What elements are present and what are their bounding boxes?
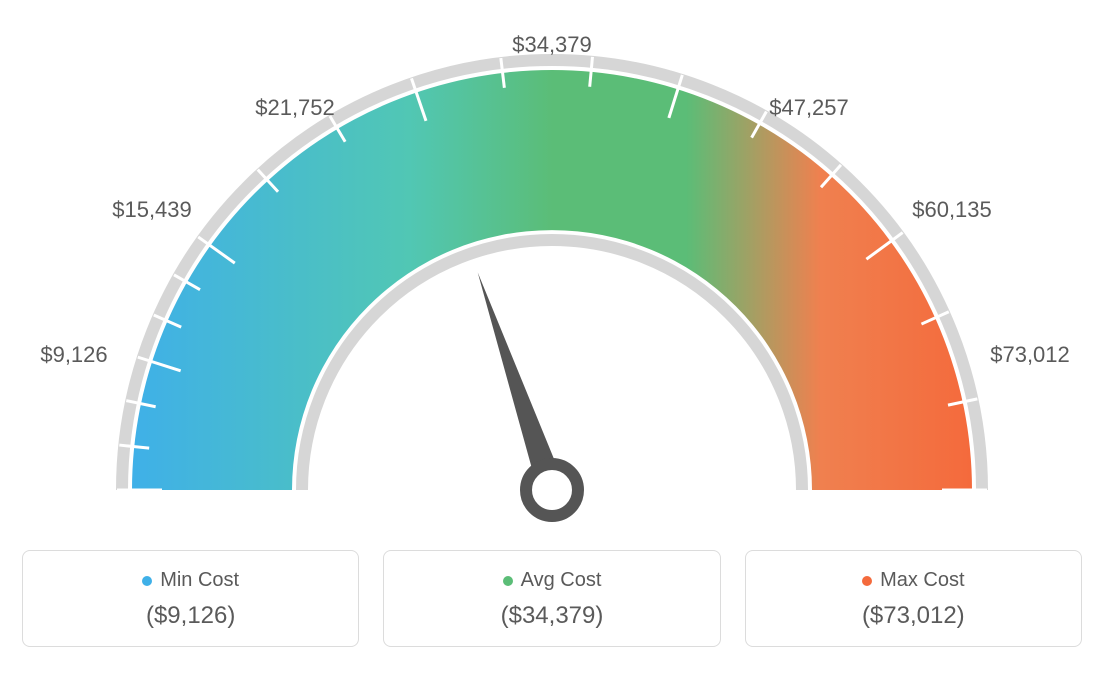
avg-dot-icon (503, 576, 513, 586)
gauge-tick-label: $47,257 (769, 95, 849, 121)
max-cost-label: Max Cost (880, 569, 964, 592)
min-dot-icon (142, 576, 152, 586)
min-cost-label: Min Cost (160, 569, 239, 592)
min-cost-value: ($9,126) (33, 602, 348, 630)
max-cost-title: Max Cost (862, 569, 964, 592)
avg-cost-card: Avg Cost ($34,379) (383, 550, 720, 647)
gauge-svg (22, 20, 1082, 540)
max-cost-card: Max Cost ($73,012) (745, 550, 1082, 647)
max-cost-value: ($73,012) (756, 602, 1071, 630)
avg-cost-title: Avg Cost (503, 569, 602, 592)
summary-cards: Min Cost ($9,126) Avg Cost ($34,379) Max… (22, 550, 1082, 647)
gauge-tick-label: $21,752 (255, 95, 335, 121)
avg-cost-value: ($34,379) (394, 602, 709, 630)
min-cost-title: Min Cost (142, 569, 239, 592)
gauge-tick-label: $73,012 (990, 342, 1070, 368)
max-dot-icon (862, 576, 872, 586)
gauge-tick-label: $15,439 (112, 197, 192, 223)
min-cost-card: Min Cost ($9,126) (22, 550, 359, 647)
gauge-tick-label: $9,126 (40, 342, 107, 368)
gauge-chart: $9,126 $15,439 $21,752 $34,379 $47,257 $60,13… (22, 20, 1082, 540)
gauge-tick-label: $60,135 (912, 197, 992, 223)
avg-cost-label: Avg Cost (521, 569, 602, 592)
gauge-tick-label: $34,379 (512, 32, 592, 58)
